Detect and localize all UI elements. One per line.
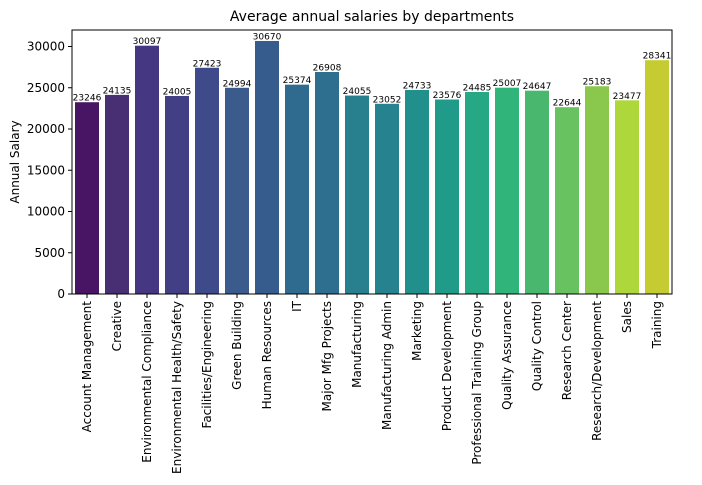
x-tick-label-10: Manufacturing Admin — [380, 301, 394, 430]
data-label-17: 25183 — [583, 78, 612, 88]
bar-15 — [525, 90, 549, 294]
y-tick-label-3: 15000 — [27, 163, 65, 177]
x-tick-label-17: Research/Development — [590, 301, 604, 441]
data-label-8: 26908 — [313, 64, 342, 74]
data-label-3: 24005 — [163, 87, 192, 97]
bar-6 — [255, 40, 279, 294]
x-tick-label-18: Sales — [620, 301, 634, 333]
x-tick-label-4: Facilities/Engineering — [200, 301, 214, 428]
x-tick-label-19: Training — [650, 301, 664, 349]
bar-8 — [315, 72, 339, 294]
bar-4 — [195, 67, 219, 294]
x-tick-label-12: Product Development — [440, 301, 454, 431]
data-label-0: 23246 — [73, 94, 102, 104]
data-label-6: 30670 — [253, 32, 282, 42]
x-tick-label-3: Environmental Health/Safety — [170, 301, 184, 474]
data-label-11: 24733 — [403, 81, 432, 91]
x-tick-label-0: Account Management — [80, 301, 94, 433]
bar-9 — [345, 95, 369, 294]
bar-3 — [165, 95, 189, 295]
data-label-14: 25007 — [493, 79, 522, 89]
data-label-4: 27423 — [193, 59, 222, 69]
y-tick-label-0: 0 — [57, 287, 65, 301]
x-tick-label-1: Creative — [110, 301, 124, 351]
bar-5 — [225, 87, 249, 294]
bar-19 — [645, 60, 669, 294]
bar-13 — [465, 92, 489, 294]
x-tick-label-6: Human Resources — [260, 301, 274, 409]
data-label-12: 23576 — [433, 91, 462, 101]
y-tick-label-4: 20000 — [27, 122, 65, 136]
data-label-1: 24135 — [103, 86, 132, 96]
bar-18 — [615, 100, 639, 294]
data-label-13: 24485 — [463, 84, 492, 94]
x-axis-ticks: Account Management Creative Environmental … — [80, 294, 664, 474]
data-label-15: 24647 — [523, 82, 552, 92]
y-tick-label-5: 25000 — [27, 81, 65, 95]
y-axis-label: Annual Salary — [8, 120, 22, 203]
bar-16 — [555, 107, 579, 294]
y-tick-label-6: 30000 — [27, 40, 65, 54]
y-axis-ticks: 0 5000 10000 15000 20000 25000 30000 — [27, 40, 72, 301]
data-label-18: 23477 — [613, 92, 642, 102]
y-tick-label-1: 5000 — [34, 246, 65, 260]
bar-10 — [375, 103, 399, 294]
data-label-5: 24994 — [223, 79, 252, 89]
bars-layer — [75, 40, 669, 295]
x-tick-label-11: Marketing — [410, 301, 424, 361]
bar-11 — [405, 89, 429, 294]
bar-17 — [585, 86, 609, 295]
data-label-10: 23052 — [373, 95, 402, 105]
data-label-16: 22644 — [553, 99, 582, 109]
data-label-19: 28341 — [643, 52, 672, 62]
x-tick-label-2: Environmental Compliance — [140, 301, 154, 463]
plot-frame — [71, 29, 673, 295]
x-tick-label-14: Quality Assurance — [500, 301, 514, 410]
y-tick-label-2: 10000 — [27, 205, 65, 219]
chart-title: Average annual salaries by departments — [230, 9, 514, 25]
bar-7 — [285, 84, 309, 294]
x-tick-label-8: Major Mfg Projects — [320, 301, 334, 411]
x-tick-label-7: IT — [290, 300, 304, 312]
x-tick-label-13: Professional Training Group — [470, 301, 484, 465]
x-tick-label-9: Manufacturing — [350, 301, 364, 388]
bar-14 — [495, 87, 519, 294]
data-label-7: 25374 — [283, 76, 312, 86]
data-label-9: 24055 — [343, 87, 372, 97]
data-label-2: 30097 — [133, 37, 162, 47]
x-tick-label-15: Quality Control — [530, 301, 544, 391]
bar-0 — [75, 102, 99, 294]
x-tick-label-5: Green Building — [230, 301, 244, 390]
bar-1 — [105, 94, 129, 294]
bar-12 — [435, 99, 459, 294]
bar-2 — [135, 45, 159, 295]
x-tick-label-16: Research Center — [560, 301, 574, 400]
